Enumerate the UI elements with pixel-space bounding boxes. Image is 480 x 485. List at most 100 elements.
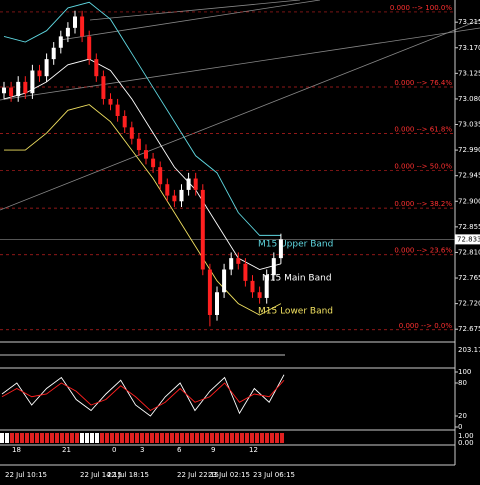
strip-block [20,433,24,443]
stoch-line [1,379,285,412]
hour-label: 18 [12,446,21,454]
y-tick-label: 72.720 [458,300,480,308]
strip-block [90,433,94,443]
fib-label: 0.000 --> 38.2% [394,200,452,208]
y-tick-label: 72.855 [458,223,480,231]
fib-label: 0.000 --> 76.4% [394,79,452,87]
strip-block [100,433,104,443]
strip-block [60,433,64,443]
strip-block [125,433,129,443]
candle-body [23,81,28,94]
y-tick-label: 72.900 [458,197,480,205]
strip-block [280,433,284,443]
strip-block [85,433,89,443]
strip-block [15,433,19,443]
strip-block [185,433,189,443]
candle-body [278,239,283,259]
candle-body [16,81,21,97]
trendline [89,0,301,21]
candle-body [200,189,205,270]
band-line [4,104,282,316]
hour-label: 21 [62,446,71,454]
strip-block [140,433,144,443]
strip-block [70,433,74,443]
candle-body [9,87,14,97]
strip-block [30,433,34,443]
strip-block [170,433,174,443]
y-tick-label: 73.215 [458,18,480,26]
candle-body [222,269,227,293]
strip-block [95,433,99,443]
band-label: M15 Main Band [262,274,332,284]
candle-body [108,98,113,105]
strip-block [80,433,84,443]
stoch-tick-label: 80 [458,379,467,387]
candle-body [158,167,163,185]
candle-body [250,280,255,293]
candle-body [101,76,106,99]
strip-block [135,433,139,443]
strip-block [205,433,209,443]
stoch-tick-label: 100 [458,368,471,376]
strip-block [275,433,279,443]
strip-block [120,433,124,443]
strip-block [270,433,274,443]
strip-block [145,433,149,443]
trendline [0,27,480,101]
y-tick-label: 72.810 [458,248,480,256]
strip-label: 1.00 [458,432,474,440]
hour-label: 3 [140,446,144,454]
candle-body [229,258,234,270]
fib-label: 0.000 --> 23.6% [394,247,452,255]
candle-body [58,36,63,48]
strip-block [105,433,109,443]
candle-body [2,87,6,94]
candle-body [215,292,219,315]
strip-block [110,433,114,443]
candle-body [44,59,49,77]
band-label: M15 Lower Band [258,307,333,317]
strip-block [220,433,224,443]
strip-block [180,433,184,443]
candle-body [136,138,141,151]
candle-body [122,115,127,128]
strip-block [255,433,259,443]
stoch-line [1,374,285,417]
y-tick-label: 72.675 [458,325,480,333]
candle-body [30,70,35,94]
candle-body [186,178,191,190]
strip-block [245,433,249,443]
candle-body [207,269,212,315]
fib-label: 0.000 --> 50.0% [394,163,452,171]
candle-body [243,263,248,281]
candle-body [193,178,198,190]
band-line [3,58,282,270]
candle-body [80,16,85,37]
strip-block [190,433,194,443]
strip-block [55,433,59,443]
hour-label: 9 [211,446,215,454]
x-tick-label: 22 Jul 14:15 [80,471,122,479]
strip-block [260,433,264,443]
candle-body [87,36,92,60]
strip-block [155,433,159,443]
x-tick-label: 22 Jul 18:15 [107,471,149,479]
candle-body [179,189,184,202]
strip-block [50,433,54,443]
x-tick-label: 22 Jul 10:15 [5,471,47,479]
candle-body [151,158,156,168]
y-tick-label: 72.765 [458,274,480,282]
stoch-tick-label: 0 [458,423,462,431]
y-tick-label: 72.990 [458,146,480,154]
strip-block [130,433,134,443]
y-tick-label: 73.170 [458,44,480,52]
candle-body [172,195,177,202]
strip-block [65,433,69,443]
trendline [0,19,480,211]
candle-body [257,292,262,298]
hour-label: 6 [177,446,182,454]
x-tick-label: 23 Jul 06:15 [253,471,295,479]
